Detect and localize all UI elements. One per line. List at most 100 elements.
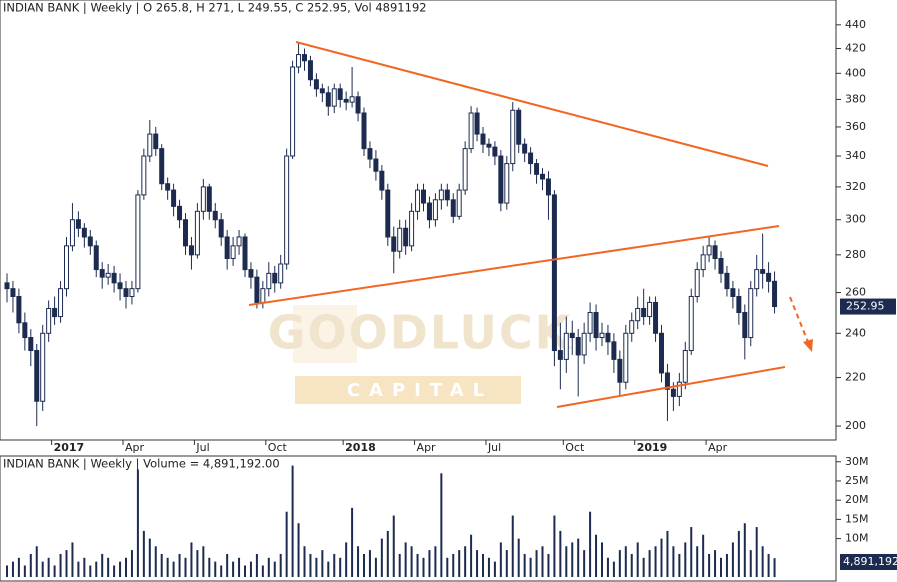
candle-body [81,227,87,238]
volume-bar [672,546,675,577]
candle-body [4,282,10,290]
candle-body [664,372,670,390]
candle-body [724,272,730,290]
volume-bar [696,546,699,577]
volume-bar [767,553,770,577]
x-tick-label: Apr [417,441,437,454]
volume-bar [541,546,544,577]
volume-bar [529,557,532,577]
candle-body [272,272,278,284]
volume-bar [154,546,157,577]
candle-body [183,219,188,247]
volume-bar [493,561,496,577]
x-tick-label: 2019 [637,441,668,454]
candle-body [712,245,718,259]
volume-bar [731,542,734,577]
candle-body [659,332,664,374]
volume-bar [565,546,568,577]
candle-body [236,236,242,247]
candle-body [397,227,403,252]
candle-body [284,155,290,265]
volume-bar [678,553,681,577]
volume-bar [136,469,139,577]
candle-body [278,263,284,284]
y-tick-label: 30M [845,455,869,468]
candle-body [319,88,325,94]
volume-bar [226,553,229,577]
trendline [248,225,780,306]
volume-bar [606,557,609,577]
volume-bar [749,550,752,577]
candle-body [426,202,432,221]
candle-body [373,158,379,172]
volume-bar [666,530,669,577]
candle-body [343,98,349,103]
candle-body [670,388,676,397]
candle-body [40,332,46,402]
volume-bar [618,550,621,577]
volume-bar [255,553,258,577]
y-tick-label: 220 [845,371,866,384]
candle-body [653,301,659,334]
candle-body [563,332,569,360]
candle-body [730,288,736,297]
trendline [556,366,786,408]
volume-bar [482,553,484,577]
volume-bar [648,550,651,577]
candle-body [171,189,177,207]
volume-bar [53,565,56,577]
candle-body [331,88,337,107]
candle-body [754,269,760,290]
y-tick-label: 240 [845,326,866,339]
candle-body [599,332,605,339]
candle-body [575,337,581,356]
candle-body [52,307,58,318]
volume-bar [612,561,615,577]
candle-body [302,54,307,62]
watermark-logo [293,305,357,363]
y-tick-label: 260 [845,286,866,299]
candle-body [444,189,450,201]
volume-bar [17,557,20,577]
volume-bar [232,561,235,577]
volume-bar [708,553,711,577]
volume-bar [624,546,627,577]
volume-bar [499,542,502,577]
last-volume-box [840,554,897,570]
volume-bar [23,565,26,577]
candle-body [99,269,105,278]
x-tick-label: Apr [708,441,728,454]
volume-bar [642,557,645,577]
candle-body [492,146,498,157]
volume-bar [101,553,104,577]
volume-bar [636,542,639,577]
volume-bar [517,538,520,577]
y-tick-label: 400 [845,66,866,79]
volume-bar [434,546,437,577]
volume-bar [202,546,205,577]
candle-body [361,112,367,150]
candle-body [385,189,391,238]
volume-bar [547,553,550,577]
volume-bar [196,550,199,577]
candle-body [623,332,629,383]
forecast-arrow-head [803,339,813,352]
volume-bar [595,534,598,577]
x-tick-label: Jul [487,441,501,454]
candle-body [522,143,528,154]
candle-body [611,341,617,360]
candle-body [516,109,522,145]
volume-bar [416,553,419,577]
candle-body [766,272,772,282]
candle-body [141,155,147,196]
volume-bar [428,550,431,577]
watermark-text: CAPITAL [347,380,493,401]
volume-bar [6,565,8,577]
volume-bar [184,557,187,577]
volume-bar [65,550,68,577]
y-tick-label: 10M [845,532,869,545]
candle-body [421,189,426,204]
candle-body [569,332,575,339]
forecast-arrow [789,296,809,343]
